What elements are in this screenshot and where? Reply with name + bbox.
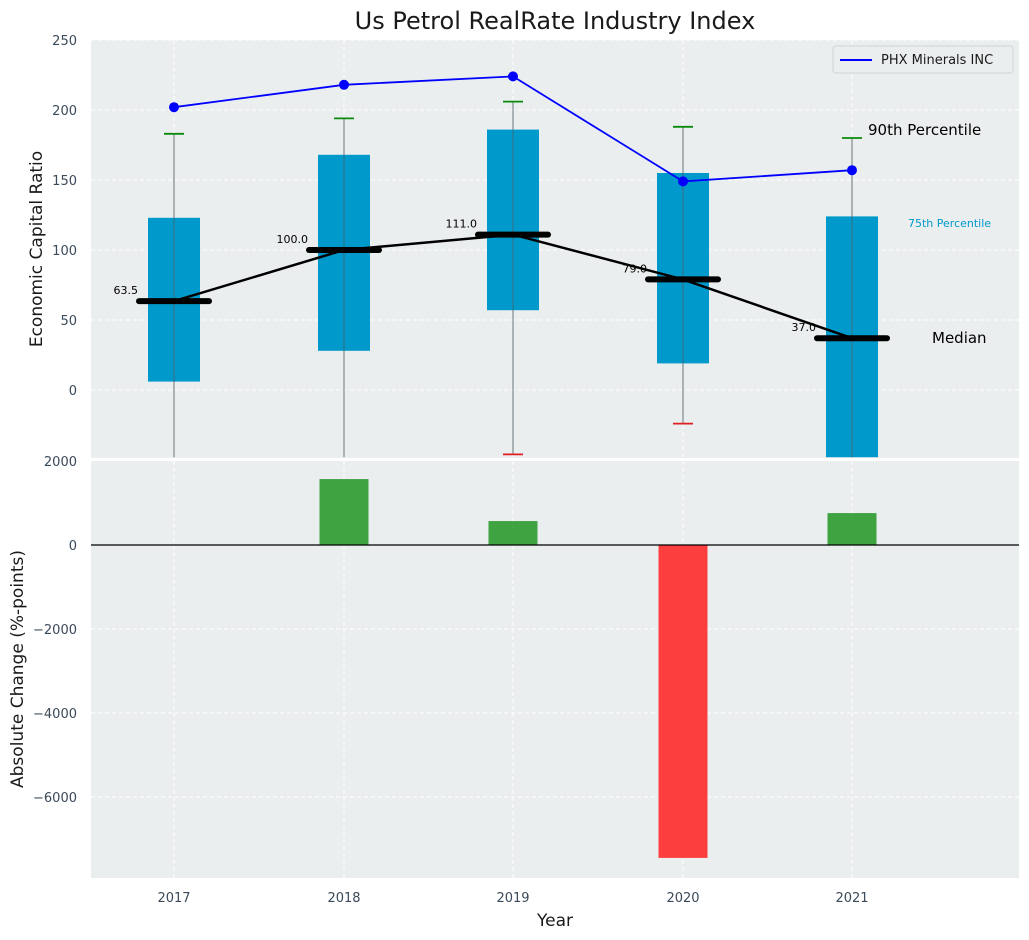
chart-title: Us Petrol RealRate Industry Index <box>355 7 756 35</box>
change-bar-2021 <box>827 513 877 545</box>
bottom-y-axis-label: Absolute Change (%-points) <box>8 550 28 788</box>
bottom-y-tick-2: −2000 <box>33 623 77 638</box>
bottom-gridlines <box>91 461 1019 878</box>
x-axis-label: Year <box>536 911 573 931</box>
bottom-plot-area <box>91 461 1019 878</box>
x-tick-2019: 2019 <box>496 891 529 906</box>
top-y-tick-50: 50 <box>60 314 77 329</box>
top-y-tick-200: 200 <box>52 104 77 119</box>
company-point-2018 <box>339 79 349 90</box>
median-label-2019: 111.0 <box>446 218 478 231</box>
median-label-2017: 63.5 <box>114 284 139 297</box>
x-tick-2021: 2021 <box>835 891 868 906</box>
x-tick-2017: 2017 <box>157 891 190 906</box>
median-value-labels: 63.5 100.0 111.0 79.0 37.0 <box>114 218 817 335</box>
company-point-2020 <box>678 176 688 187</box>
top-y-tick-100: 100 <box>52 244 77 259</box>
x-tick-2018: 2018 <box>327 891 360 906</box>
boxes <box>148 129 878 458</box>
annotation-90th-percentile: 90th Percentile <box>868 121 981 139</box>
top-y-tick-250: 250 <box>52 34 77 49</box>
top-y-ticks: 0 50 100 150 200 250 <box>52 34 77 399</box>
bottom-y-ticks: 2000 0 −2000 −4000 −6000 <box>33 455 77 806</box>
bottom-y-tick-1: 0 <box>69 539 77 554</box>
legend-box <box>832 45 1014 74</box>
company-point-2021 <box>847 165 857 176</box>
annotation-75th-percentile: 75th Percentile <box>908 217 991 230</box>
top-y-tick-0: 0 <box>69 384 77 399</box>
change-bar-2018 <box>319 479 369 545</box>
annotation-median: Median <box>932 329 987 347</box>
median-label-2018: 100.0 <box>277 233 309 246</box>
change-bar-2020 <box>658 545 708 858</box>
company-series <box>169 71 857 187</box>
bottom-y-tick-4: −6000 <box>33 791 77 806</box>
bottom-y-tick-3: −4000 <box>33 707 77 722</box>
top-y-tick-150: 150 <box>52 174 77 189</box>
x-tick-2020: 2020 <box>666 891 699 906</box>
change-bar-2019 <box>488 521 538 545</box>
top-y-axis-label: Economic Capital Ratio <box>27 151 47 347</box>
bottom-y-tick-0: 2000 <box>44 455 77 470</box>
legend-label-phx: PHX Minerals INC <box>881 53 993 68</box>
median-label-2020: 79.0 <box>623 262 648 275</box>
median-markers <box>136 231 890 342</box>
median-label-2021: 37.0 <box>792 321 817 334</box>
company-point-2019 <box>508 71 518 82</box>
change-bars <box>319 479 877 858</box>
company-point-2017 <box>169 102 179 113</box>
legend: PHX Minerals INC <box>832 45 1014 74</box>
x-ticks: 2017 2018 2019 2020 2021 <box>157 891 868 906</box>
